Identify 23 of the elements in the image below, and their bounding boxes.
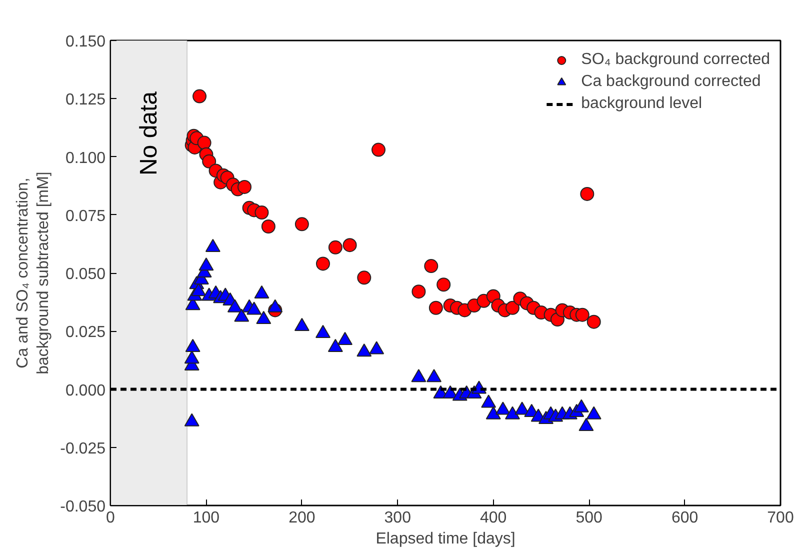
y-tick-label: 0.025	[65, 324, 106, 342]
x-tick-label: 100	[192, 510, 220, 526]
x-tick-label: 500	[576, 510, 603, 526]
x-axis-title: Elapsed time [days]	[376, 530, 516, 548]
y-tick-label: -0.025	[60, 440, 106, 458]
x-tick-label: 700	[767, 510, 794, 526]
legend-label: Ca background corrected	[581, 73, 761, 91]
x-tick-label: 200	[288, 510, 316, 526]
y-tick-label: 0.000	[65, 382, 106, 400]
x-tick-label: 600	[671, 510, 698, 526]
y-tick-label: 0.075	[65, 208, 106, 225]
y-tick-label: 0.050	[65, 266, 106, 283]
x-tick-label: 0	[106, 510, 116, 526]
y-tick-label: 0.150	[65, 34, 106, 50]
y-tick-label: 0.100	[65, 150, 106, 167]
y-tick-label: 0.125	[65, 92, 106, 109]
y-axis-title: Ca and SO₄ concentration, background subtracted [mM]	[14, 172, 52, 374]
legend-label: SO₄ background corrected	[581, 51, 770, 69]
x-tick-label: 400	[480, 510, 507, 526]
x-tick-label: 300	[384, 510, 412, 526]
legend-label: background level	[581, 95, 702, 113]
y-tick-label: -0.050	[60, 498, 106, 516]
band-label: No data	[135, 90, 162, 176]
